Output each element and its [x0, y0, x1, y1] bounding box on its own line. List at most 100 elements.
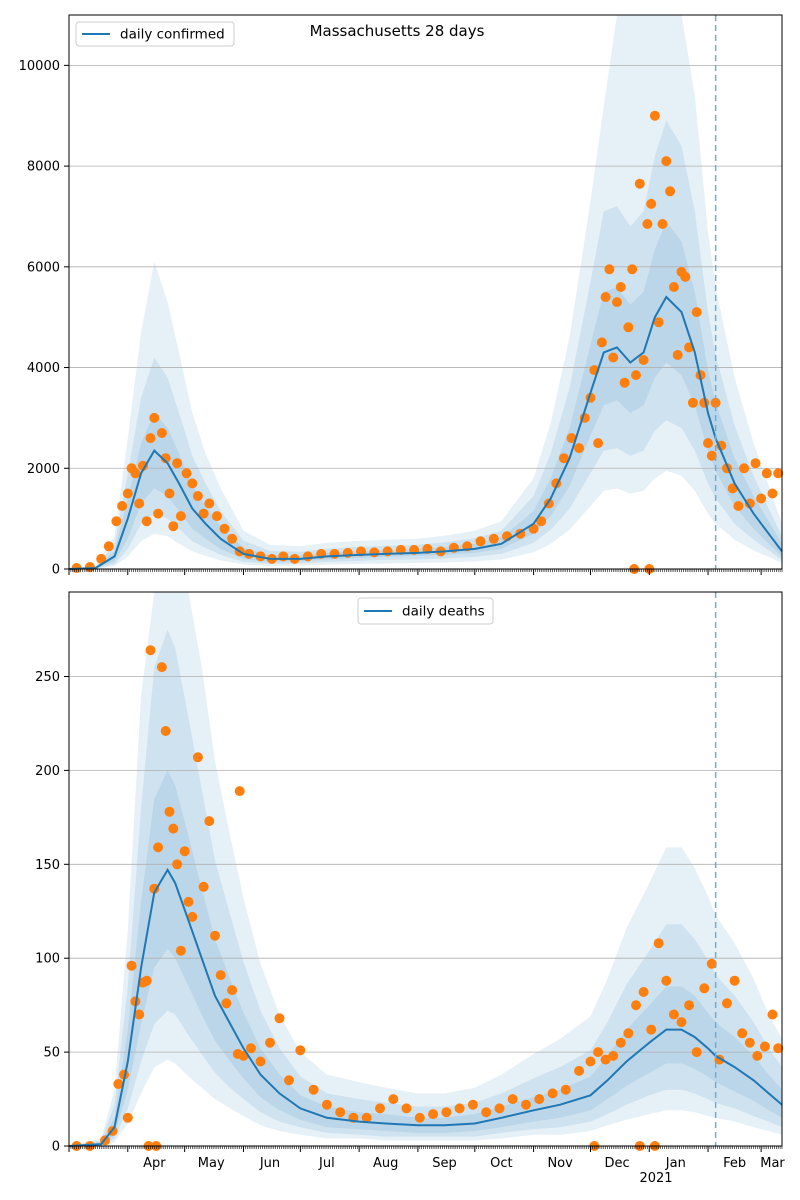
- data-point: [227, 985, 238, 996]
- data-point: [619, 377, 630, 388]
- data-point: [168, 521, 179, 532]
- data-point: [284, 1075, 294, 1086]
- data-point: [122, 1112, 133, 1123]
- data-point: [210, 930, 220, 941]
- data-point: [274, 1013, 285, 1024]
- data-point: [156, 662, 167, 673]
- y-tick-label: 0: [52, 563, 60, 578]
- data-point: [634, 178, 645, 189]
- data-point: [175, 511, 186, 522]
- data-point: [454, 1103, 465, 1114]
- data-point: [653, 938, 664, 949]
- data-point: [547, 1088, 558, 1099]
- data-point: [246, 1043, 256, 1054]
- x-tick-label: Jun: [259, 1156, 280, 1171]
- data-point: [668, 1009, 679, 1020]
- data-point: [593, 438, 604, 449]
- data-point: [608, 352, 619, 363]
- data-point: [172, 859, 183, 870]
- x-year-label: 2021: [639, 1171, 672, 1186]
- deaths-data-points: [71, 645, 784, 1151]
- data-point: [160, 726, 171, 736]
- data-point: [627, 264, 638, 275]
- data-point: [665, 186, 676, 197]
- data-point: [145, 433, 156, 444]
- data-point: [574, 443, 585, 454]
- data-point: [759, 1041, 770, 1052]
- data-point: [134, 1009, 145, 1020]
- data-point: [211, 511, 222, 522]
- data-point: [596, 337, 607, 348]
- data-point: [536, 516, 547, 527]
- data-point: [172, 458, 183, 469]
- data-point: [302, 551, 313, 562]
- data-point: [737, 1028, 748, 1039]
- data-point: [103, 541, 114, 552]
- data-point: [615, 1037, 626, 1048]
- data-point: [467, 1099, 478, 1110]
- deaths-legend: daily deaths: [357, 597, 494, 625]
- y-tick-label: 8000: [27, 160, 60, 175]
- data-point: [767, 488, 778, 499]
- data-point: [739, 463, 750, 474]
- y-tick-label: 0: [52, 1140, 60, 1155]
- data-point: [521, 1099, 531, 1110]
- data-point: [122, 488, 133, 499]
- data-point: [265, 1037, 275, 1048]
- data-point: [401, 1103, 412, 1114]
- confirmed-panel: 0 2000 4000 6000 8000 10000 daily confirmed M…: [19, 14, 784, 578]
- data-point: [676, 1017, 687, 1028]
- data-point: [623, 322, 634, 333]
- data-point: [149, 883, 160, 894]
- y-tick-label: 6000: [27, 260, 60, 275]
- data-point: [507, 1094, 518, 1105]
- legend-label-deaths: daily deaths: [402, 604, 485, 620]
- data-point: [141, 975, 152, 986]
- data-point: [744, 1037, 755, 1048]
- band-outer: [69, 592, 782, 1146]
- data-point: [612, 297, 622, 308]
- legend-label-confirmed: daily confirmed: [120, 27, 225, 43]
- data-point: [661, 156, 672, 167]
- data-point: [221, 998, 232, 1009]
- band-inner: [69, 221, 782, 569]
- x-tick-label: Feb: [723, 1156, 746, 1171]
- x-tick-label: Jan: [665, 1156, 686, 1171]
- deaths-x-axis: Apr May Jun Jul Aug Sep Oct Nov Dec Jan Feb Mar: [68, 1146, 785, 1171]
- data-point: [198, 881, 209, 892]
- data-point: [691, 307, 702, 318]
- data-point: [308, 1084, 319, 1095]
- data-point: [113, 1079, 124, 1089]
- x-tick-label: Nov: [547, 1156, 573, 1171]
- data-point: [600, 292, 611, 302]
- data-point: [710, 397, 721, 408]
- data-point: [488, 533, 499, 544]
- y-tick-label: 200: [35, 764, 60, 779]
- band-outer: [69, 15, 782, 569]
- y-tick-label: 10000: [19, 59, 60, 74]
- data-point: [141, 516, 152, 527]
- data-point: [699, 983, 710, 994]
- data-point: [494, 1103, 505, 1114]
- data-point: [204, 498, 215, 509]
- data-point: [560, 1084, 571, 1095]
- data-point: [388, 1094, 399, 1105]
- data-point: [160, 453, 171, 464]
- data-point: [668, 282, 679, 292]
- data-point: [164, 806, 175, 817]
- confirmed-model-line: [68, 295, 783, 570]
- x-tick-label: Apr: [143, 1156, 166, 1171]
- data-point: [733, 501, 744, 511]
- data-point: [767, 1009, 778, 1020]
- data-point: [168, 823, 179, 834]
- figure-title: Massachusetts 28 days: [310, 22, 485, 40]
- band-middle: [69, 629, 782, 1146]
- data-point: [181, 468, 192, 479]
- data-point: [321, 1099, 332, 1110]
- data-point: [657, 219, 668, 229]
- data-point: [175, 945, 186, 956]
- x-tick-label: Aug: [373, 1156, 398, 1171]
- data-point: [475, 536, 486, 547]
- data-point: [761, 468, 772, 479]
- data-point: [375, 1103, 385, 1114]
